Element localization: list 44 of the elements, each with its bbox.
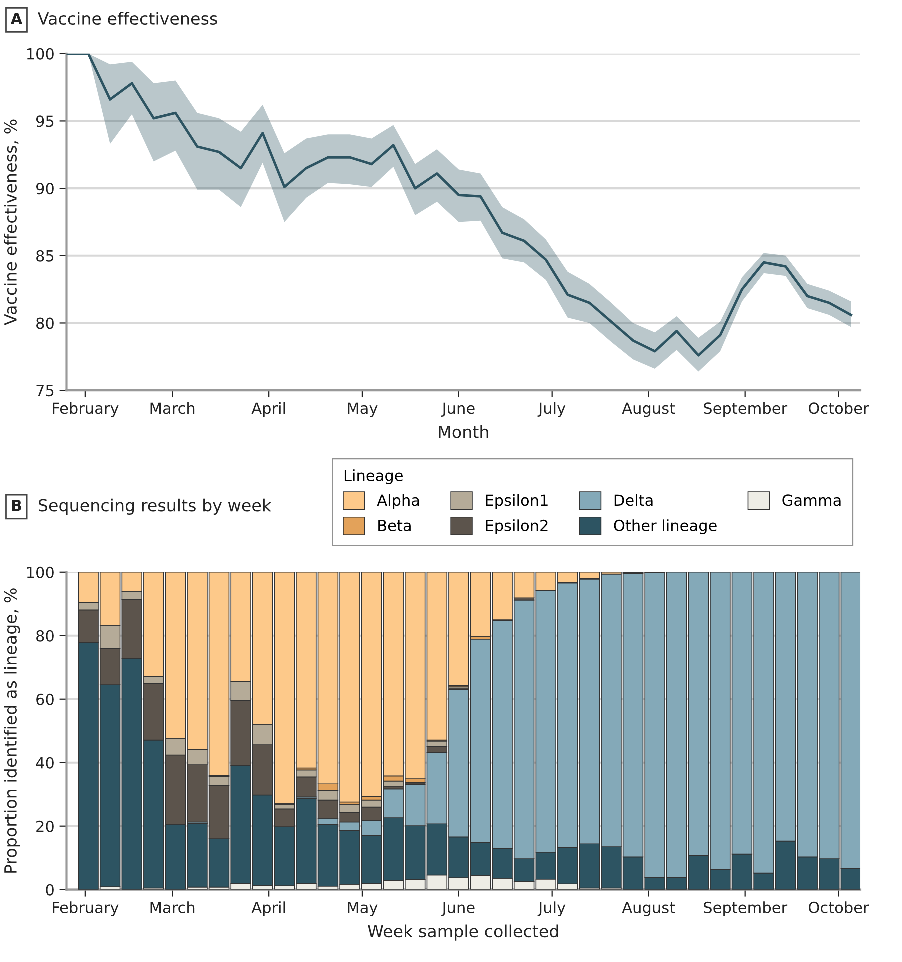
y-axis-title: Proportion identified as lineage, % [4, 588, 20, 873]
legend-label: Alpha [377, 494, 420, 510]
x-tick-label: August [622, 902, 676, 916]
y-tick-label: 100 [27, 566, 54, 578]
x-tick-label: August [622, 402, 676, 418]
x-tick-label: September [704, 902, 788, 916]
x-tick-label: February [53, 402, 119, 418]
x-tick-label: April [252, 402, 286, 418]
legend-label: Epsilon2 [486, 520, 548, 534]
x-tick-label: September [704, 402, 788, 418]
x-tick-label: March [150, 902, 195, 914]
y-tick-label: 20 [36, 820, 54, 832]
legend-title: Lineage [344, 470, 403, 484]
y-tick-label: 40 [36, 757, 54, 769]
x-tick-label: April [252, 902, 286, 916]
legend-label: Other lineage [614, 520, 717, 534]
x-tick-label: July [538, 402, 566, 418]
y-tick-label: 90 [36, 183, 54, 195]
y-axis-title: Vaccine effectiveness, % [4, 120, 19, 326]
x-tick-label: March [150, 402, 195, 414]
x-tick-label: May [348, 902, 378, 916]
y-tick-label: 85 [36, 250, 54, 262]
chart-title: A Vaccine effectiveness [10, 12, 218, 26]
x-tick-label: June [442, 902, 475, 916]
x-tick-label: February [53, 902, 119, 916]
y-tick-label: 0 [46, 884, 54, 896]
legend-label: Beta [378, 520, 411, 532]
legend-label: Gamma [782, 494, 841, 506]
y-tick-label: 80 [36, 318, 54, 330]
x-tick-label: October [809, 902, 870, 914]
y-tick-label: 75 [36, 385, 54, 397]
legend-label: Delta [614, 494, 653, 506]
y-tick-label: 95 [36, 116, 54, 128]
y-tick-label: 100 [27, 48, 54, 60]
x-axis-title: Month [439, 425, 488, 438]
x-tick-label: July [538, 902, 566, 916]
x-axis-title: Week sample collected [368, 924, 558, 941]
y-tick-label: 80 [36, 630, 54, 642]
legend-label: Epsilon1 [486, 494, 548, 510]
chart-title: B Sequencing results by week [12, 498, 272, 516]
x-tick-label: June [442, 402, 475, 418]
x-tick-label: May [348, 402, 378, 418]
x-tick-label: October [809, 402, 870, 414]
y-tick-label: 60 [36, 694, 54, 706]
